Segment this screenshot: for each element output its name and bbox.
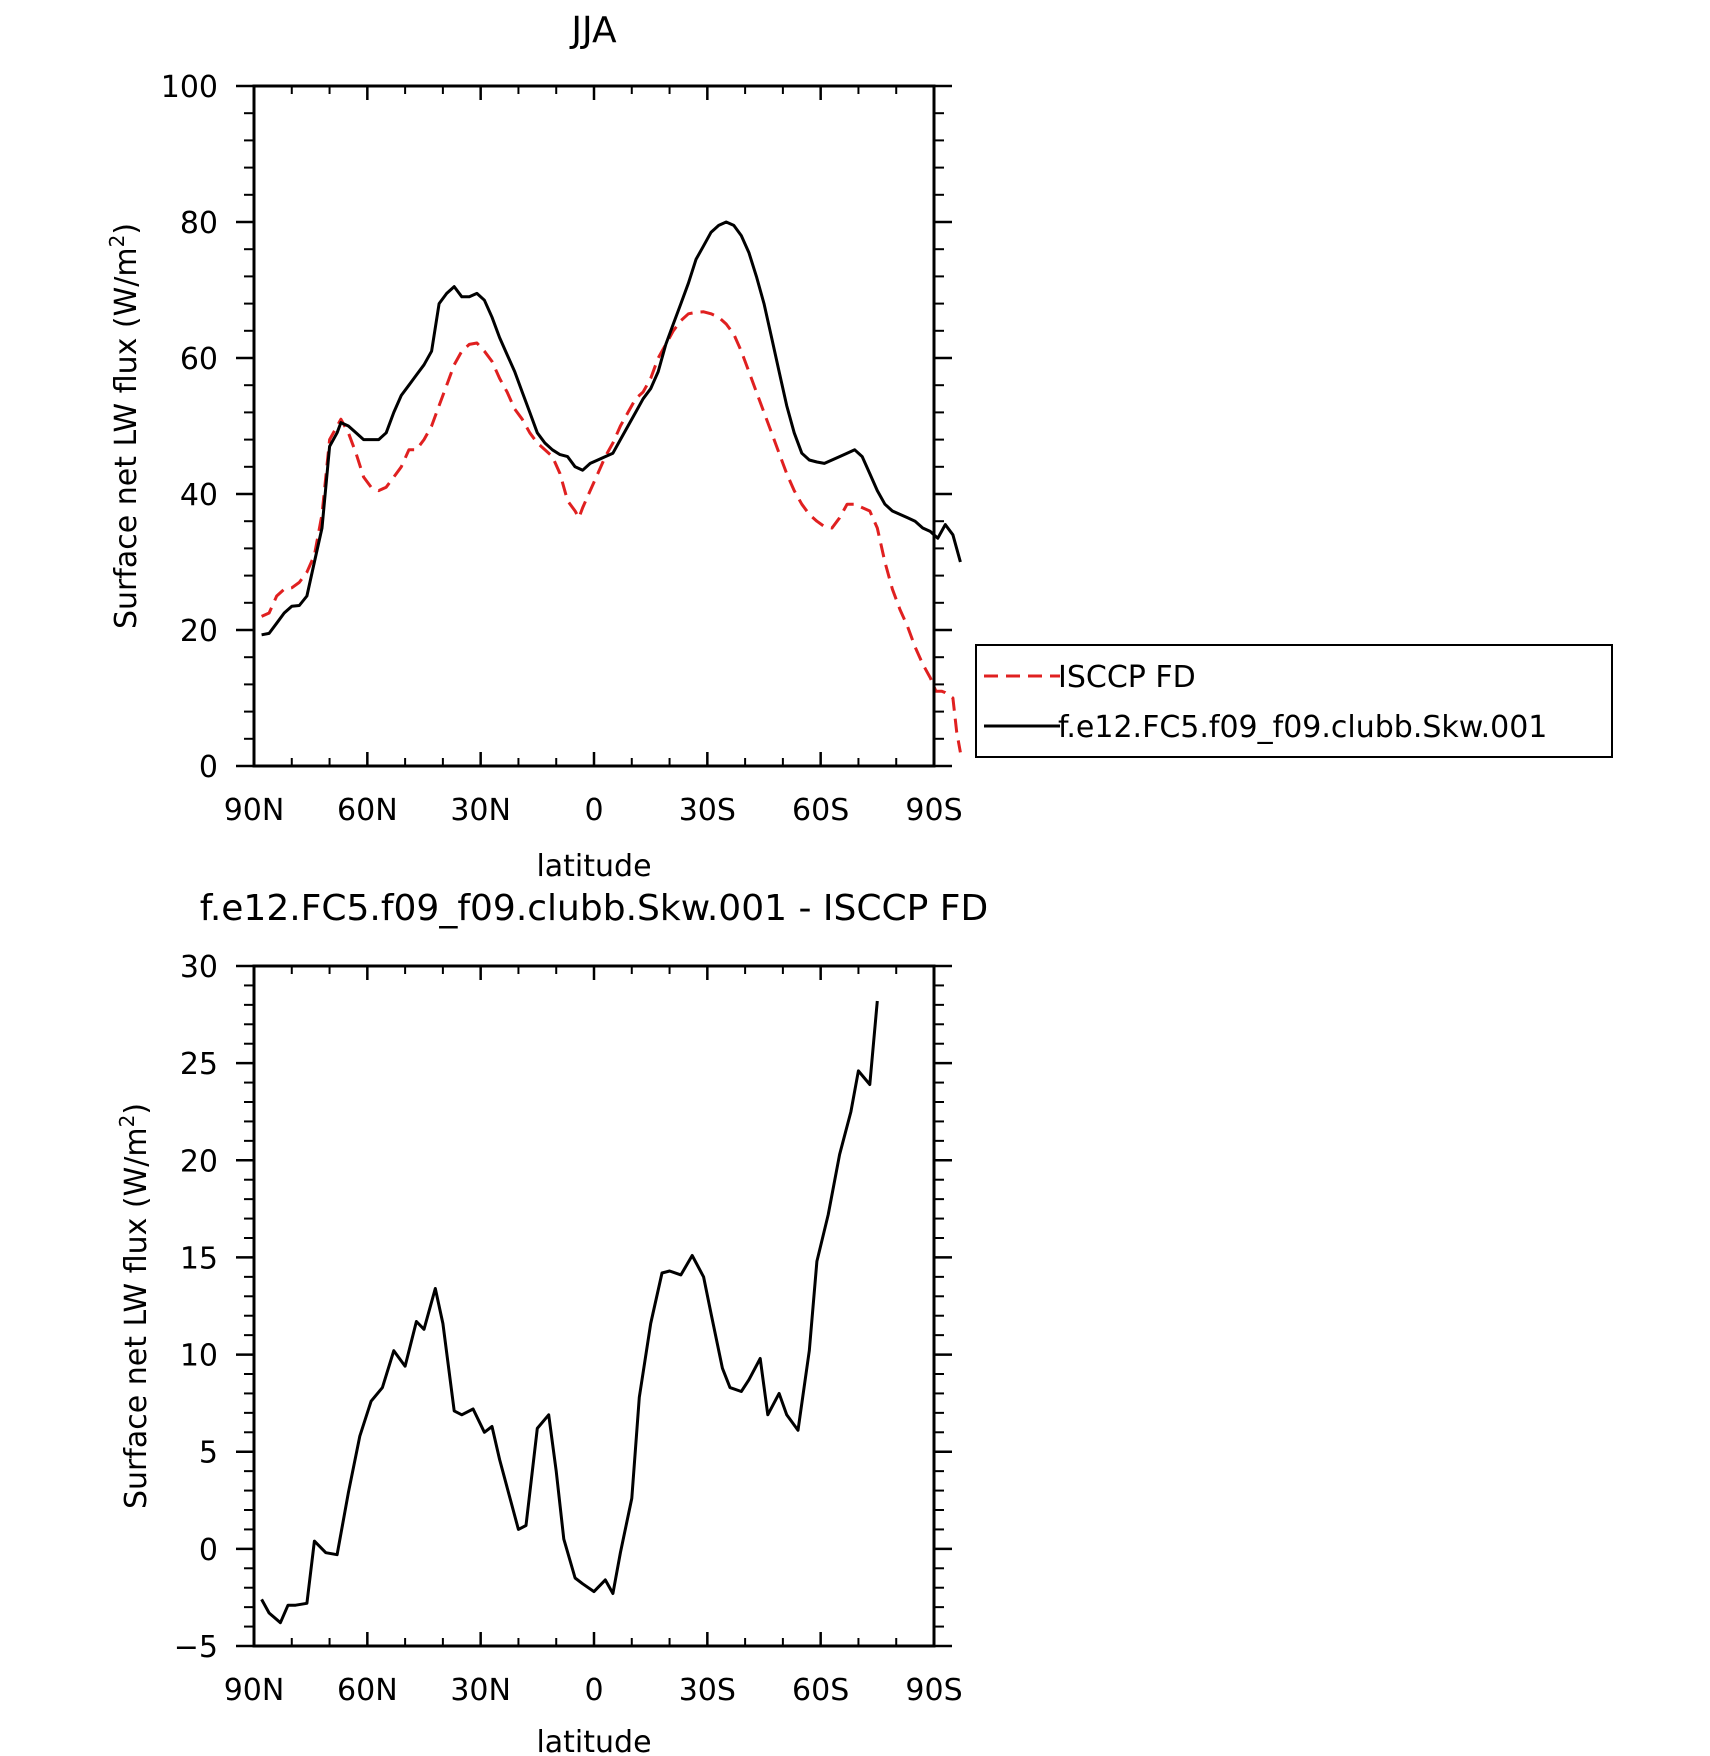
- y-tick-label: 40: [180, 478, 218, 513]
- top-tick-labels: 90N 60N 30N 0 30S 60S 90S 0 20 40 60 80 100: [161, 70, 963, 828]
- bottom-plot-frame: [252, 964, 936, 1648]
- bottom-y-label-main: Surface net LW flux (W/m: [119, 1127, 154, 1509]
- series-line-0: [260, 1000, 879, 1625]
- x-tick-label: 90N: [224, 1673, 285, 1708]
- x-tick-label: 60S: [792, 793, 849, 828]
- bottom-y-axis-label: Surface net LW flux (W/m2): [115, 1103, 154, 1509]
- x-tick-label: 30S: [679, 793, 736, 828]
- y-tick-label: 20: [180, 614, 218, 649]
- bottom-y-label-close: ): [119, 1103, 154, 1115]
- x-tick-label: 90S: [905, 1673, 962, 1708]
- y-tick-label: 100: [161, 70, 218, 105]
- x-tick-label: 90S: [905, 793, 962, 828]
- x-tick-label: 60N: [337, 793, 398, 828]
- x-tick-label: 90N: [224, 793, 285, 828]
- top-x-axis-label: latitude: [536, 849, 651, 884]
- legend-label-isccp: ISCCP FD: [1058, 660, 1196, 695]
- y-tick-label: −5: [174, 1630, 218, 1665]
- x-tick-label: 0: [584, 1673, 603, 1708]
- y-tick-label: 5: [199, 1436, 218, 1471]
- top-y-label-main: Surface net LW flux (W/m: [109, 247, 144, 629]
- bottom-panel: f.e12.FC5.f09_f09.clubb.Skw.001 - ISCCP …: [115, 888, 988, 1756]
- bottom-chart-title: f.e12.FC5.f09_f09.clubb.Skw.001 - ISCCP …: [200, 888, 988, 929]
- top-panel: JJA 90N 60N 30N 0 30S 60S 90S 0 20 40 60 80 100 lati…: [105, 10, 1613, 884]
- top-y-label-close: ): [109, 223, 144, 235]
- y-tick-label: 15: [180, 1241, 218, 1276]
- bottom-x-axis-label: latitude: [536, 1725, 651, 1756]
- bottom-tick-labels: 90N 60N 30N 0 30S 60S 90S −5 0 5 10 15 20 25 30: [174, 950, 963, 1708]
- y-tick-label: 10: [180, 1339, 218, 1374]
- top-y-label-superscript: 2: [105, 235, 129, 248]
- x-tick-label: 30N: [450, 1673, 511, 1708]
- bottom-plot-ticks: [236, 964, 952, 1648]
- x-tick-label: 60N: [337, 1673, 398, 1708]
- legend-box: [975, 644, 1613, 758]
- x-tick-label: 30N: [450, 793, 511, 828]
- y-tick-label: 25: [180, 1047, 218, 1082]
- y-tick-label: 0: [199, 750, 218, 785]
- series-line-dashed-0: [260, 310, 962, 753]
- bottom-plot-series: [260, 1000, 879, 1625]
- top-plot-series: [260, 220, 962, 753]
- y-tick-label: 80: [180, 206, 218, 241]
- x-tick-label: 60S: [792, 1673, 849, 1708]
- y-tick-label: 30: [180, 950, 218, 985]
- x-tick-label: 0: [584, 793, 603, 828]
- y-tick-label: 0: [199, 1533, 218, 1568]
- y-tick-label: 20: [180, 1144, 218, 1179]
- bottom-y-label-superscript: 2: [115, 1115, 139, 1128]
- top-y-axis-label: Surface net LW flux (W/m2): [105, 223, 144, 629]
- series-line-1: [261, 220, 962, 637]
- y-tick-label: 60: [180, 342, 218, 377]
- top-chart-title: JJA: [569, 10, 617, 51]
- x-tick-label: 30S: [679, 1673, 736, 1708]
- top-legend: ISCCP FD f.e12.FC5.f09_f09.clubb.Skw.001: [975, 644, 1613, 758]
- legend-label-model: f.e12.FC5.f09_f09.clubb.Skw.001: [1058, 710, 1547, 745]
- top-plot-frame: [252, 84, 936, 768]
